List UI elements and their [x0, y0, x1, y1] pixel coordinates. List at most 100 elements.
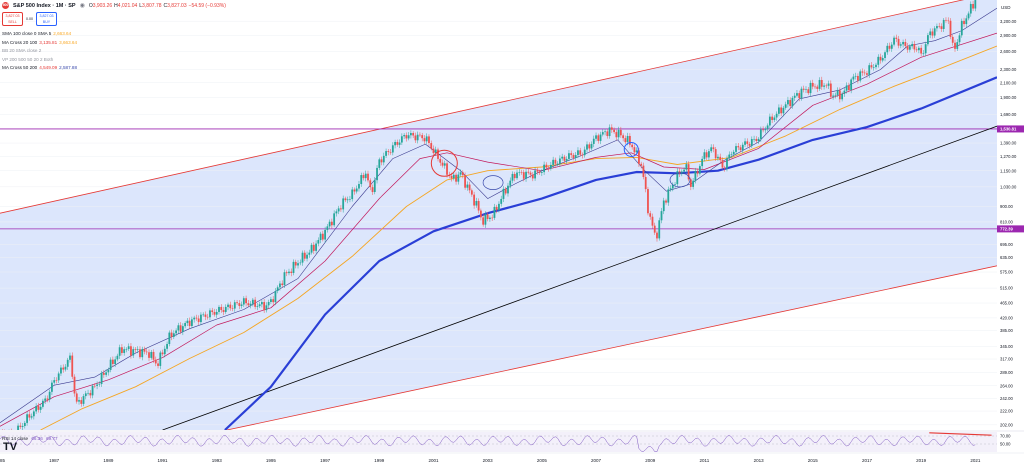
- candle-body: [617, 129, 620, 138]
- candle-body: [152, 351, 155, 360]
- candle-body: [549, 164, 552, 169]
- candle-body: [653, 225, 656, 233]
- candle-body: [141, 348, 144, 358]
- candle-body: [793, 95, 796, 98]
- legend-row[interactable]: MA Cross 20 100 3,135.81 3,663.64: [2, 39, 77, 48]
- price-level-label: 772.39: [1000, 226, 1013, 231]
- candle-body: [547, 167, 550, 169]
- candle-body: [610, 127, 613, 130]
- candle-body: [170, 332, 173, 337]
- legend-row[interactable]: MA Cross 50 200 4,549.09 2,587.88: [2, 64, 77, 73]
- candle-body: [911, 44, 914, 47]
- candle-body: [791, 97, 794, 107]
- legend-row[interactable]: VP 200 500 50 20 2 Both: [2, 56, 77, 65]
- legend-row[interactable]: SMA 100 close 0 SMA 5 2,663.64: [2, 30, 77, 39]
- candle-body: [696, 171, 699, 174]
- candle-body: [400, 136, 403, 143]
- candle-body: [306, 254, 308, 259]
- candle-body: [495, 206, 498, 211]
- candle-body: [382, 155, 385, 163]
- candle-body: [220, 306, 223, 311]
- candle-body: [360, 175, 363, 185]
- candle-body: [888, 45, 891, 49]
- candle-body: [130, 346, 132, 356]
- candle-body: [184, 323, 187, 327]
- candle-body: [288, 271, 290, 274]
- candle-body: [816, 86, 819, 89]
- candle-body: [527, 171, 530, 173]
- candle-body: [732, 151, 735, 155]
- candle-body: [522, 172, 525, 179]
- candle-body: [477, 200, 480, 211]
- candle-body: [26, 414, 28, 423]
- candle-body: [708, 151, 710, 158]
- candle-body: [841, 93, 844, 100]
- candle-body: [660, 211, 663, 221]
- candle-body: [186, 320, 189, 324]
- candle-body: [656, 232, 658, 239]
- candle-body: [82, 396, 85, 404]
- moving-average-line: [40, 45, 997, 430]
- candle-body: [825, 85, 828, 87]
- candles-group: [2, 0, 977, 430]
- candle-body: [457, 174, 460, 182]
- candle-body: [518, 172, 521, 173]
- rsi-tick-label: 70.00: [1000, 434, 1011, 439]
- sell-button[interactable]: 3,827.03 SELL: [2, 12, 23, 26]
- candle-body: [753, 138, 755, 140]
- buy-button[interactable]: 3,827.03 BUY: [36, 12, 57, 26]
- candle-body: [927, 35, 929, 45]
- candle-body: [105, 372, 108, 375]
- eye-icon[interactable]: ◉: [79, 3, 85, 9]
- annotation-ellipse: [669, 172, 691, 188]
- candle-body: [820, 79, 823, 87]
- symbol-title[interactable]: S&P 500 Index · 1M · SP: [13, 2, 76, 9]
- candle-body: [759, 129, 762, 139]
- candle-body: [109, 359, 112, 370]
- candle-body: [847, 85, 850, 90]
- candle-body: [638, 150, 640, 164]
- candle-body: [267, 301, 270, 306]
- candle-body: [884, 52, 886, 59]
- candle-body: [658, 220, 661, 239]
- candle-body: [285, 272, 288, 274]
- year-tick-label: 2001: [428, 458, 439, 463]
- candle-body: [640, 163, 643, 166]
- candle-body: [66, 359, 69, 367]
- price-tick-label: 317.00: [1000, 357, 1013, 362]
- candle-body: [965, 18, 968, 25]
- candle-body: [622, 135, 625, 139]
- rsi-value-2: 69.77: [46, 436, 58, 441]
- candle-body: [218, 306, 220, 312]
- candle-body: [832, 95, 834, 97]
- candle-body: [62, 367, 65, 370]
- candle-body: [330, 221, 333, 226]
- candle-body: [290, 271, 293, 273]
- candle-body: [188, 320, 191, 326]
- sell-price: 3,827.03: [5, 14, 20, 18]
- candle-body: [843, 90, 846, 94]
- year-tick-label: 2011: [700, 458, 710, 463]
- candle-body: [414, 135, 417, 141]
- candle-body: [951, 36, 954, 43]
- candle-body: [455, 174, 457, 182]
- candle-body: [78, 400, 80, 402]
- candle-body: [859, 71, 862, 81]
- candle-body: [705, 152, 708, 158]
- candle-body: [443, 163, 446, 166]
- candle-body: [782, 107, 785, 114]
- indicator-legend: SMA 100 close 0 SMA 5 2,663.64 MA Cross 20…: [2, 30, 77, 73]
- candle-body: [326, 226, 329, 230]
- rsi-legend[interactable]: RSI 14 close 66.36 69.77: [2, 436, 58, 441]
- candle-body: [84, 393, 87, 397]
- candle-body: [712, 147, 715, 150]
- legend-name: MA Cross 20 100: [2, 39, 38, 45]
- year-tick-label: 1985: [0, 458, 6, 463]
- candle-body: [245, 298, 247, 304]
- candle-body: [798, 93, 801, 99]
- price-tick-label: 202.00: [1000, 422, 1013, 427]
- legend-row[interactable]: BB 20 SMA close 2: [2, 47, 77, 56]
- candle-body: [181, 326, 184, 332]
- price-tick-label: 2,600.00: [1000, 49, 1017, 54]
